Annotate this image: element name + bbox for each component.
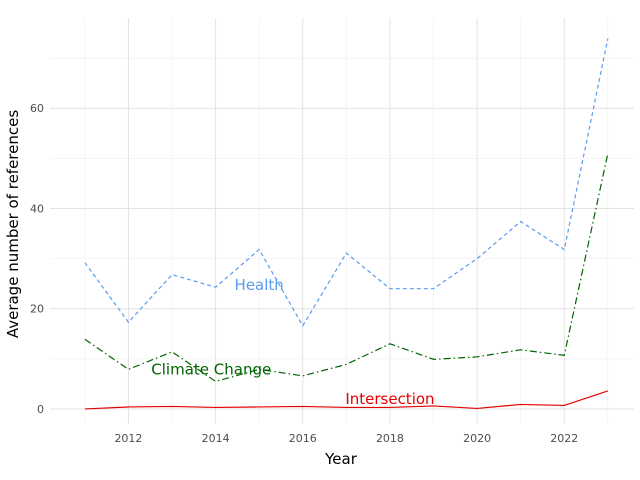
x-tick-label: 2022 [550, 432, 578, 445]
annotation-climate-change: Climate Change [151, 360, 271, 378]
x-tick-label: 2016 [289, 432, 317, 445]
y-tick-label: 20 [30, 303, 44, 316]
y-axis-ticks: 0 20 40 60 [30, 102, 44, 416]
x-axis-ticks: 2012 2014 2016 2018 2020 2022 [114, 432, 578, 445]
x-tick-label: 2018 [376, 432, 404, 445]
annotation-health: Health [235, 276, 284, 294]
series-line-health [84, 38, 609, 327]
series-annotations: Health Climate Change Intersection [151, 276, 434, 408]
y-tick-label: 0 [37, 403, 44, 416]
series-lines [84, 38, 609, 410]
x-axis-label: Year [324, 450, 358, 468]
annotation-intersection: Intersection [345, 390, 434, 408]
series-line-climate-change [84, 153, 609, 383]
x-tick-label: 2020 [463, 432, 491, 445]
y-tick-label: 40 [30, 202, 44, 215]
y-tick-label: 60 [30, 102, 44, 115]
series-line-intersection [84, 390, 609, 410]
y-axis-label: Average number of references [4, 110, 22, 339]
x-tick-label: 2012 [114, 432, 142, 445]
x-tick-label: 2014 [202, 432, 230, 445]
grid-lines [50, 18, 634, 424]
